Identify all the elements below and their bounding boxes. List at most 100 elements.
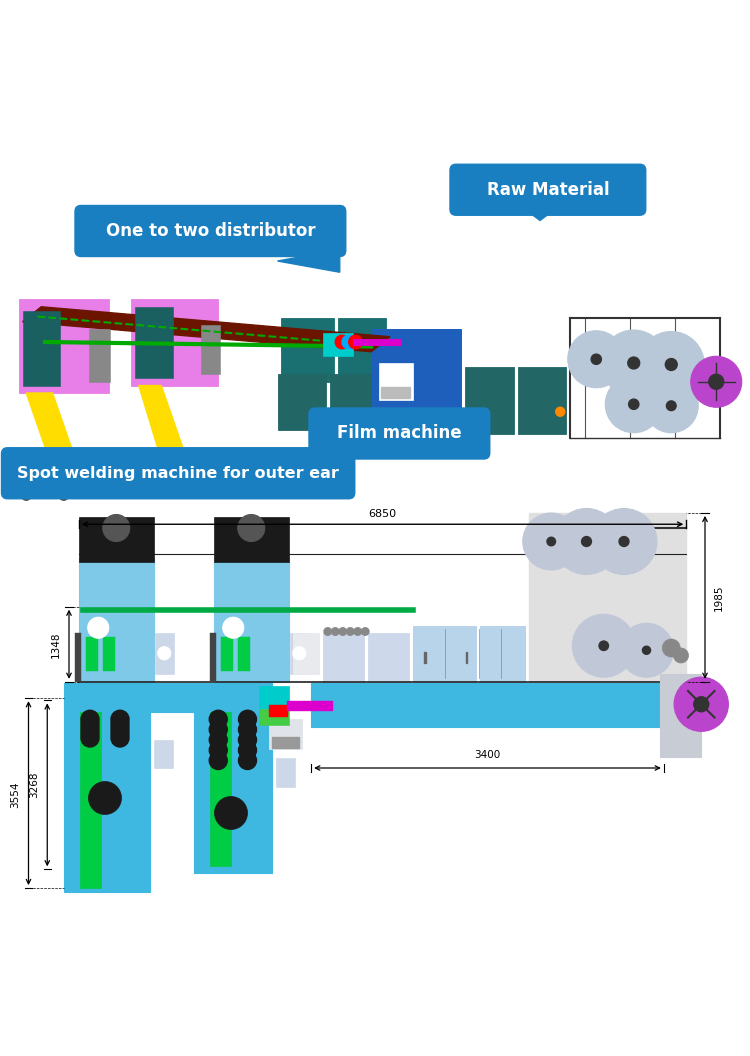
FancyBboxPatch shape [2,448,355,498]
Circle shape [238,741,256,759]
Circle shape [292,646,306,660]
Circle shape [691,356,742,408]
Bar [103,637,115,671]
Circle shape [144,484,153,493]
Bar [286,701,332,711]
Circle shape [81,719,99,738]
Bar [368,633,409,682]
Circle shape [643,646,650,655]
Circle shape [581,536,592,546]
Circle shape [81,715,99,733]
Polygon shape [525,209,555,221]
Text: 3268: 3268 [29,772,40,798]
Circle shape [324,627,332,636]
Circle shape [214,796,248,830]
Circle shape [619,536,629,546]
Polygon shape [22,306,390,352]
Bar [131,299,218,385]
Bar [214,516,289,562]
Text: 1348: 1348 [50,631,61,658]
Circle shape [238,720,256,738]
Polygon shape [278,250,340,272]
Bar [278,374,326,431]
Text: 1985: 1985 [713,584,724,610]
Polygon shape [26,393,82,479]
Text: 3400: 3400 [474,751,500,760]
Circle shape [88,781,122,814]
Circle shape [339,627,346,636]
Circle shape [238,514,265,542]
Circle shape [335,335,349,348]
Circle shape [103,514,130,542]
Circle shape [556,408,565,416]
Circle shape [694,697,709,712]
Bar [21,490,72,495]
Circle shape [665,359,677,371]
Circle shape [81,724,99,742]
Bar [413,625,476,682]
Circle shape [667,401,676,411]
Circle shape [209,752,227,770]
Circle shape [158,646,171,660]
Bar [155,633,174,674]
Bar [214,558,289,682]
Circle shape [174,484,183,493]
Bar [338,318,386,382]
Bar [75,633,81,682]
Bar [259,709,289,725]
Circle shape [601,329,667,396]
Circle shape [599,641,608,650]
Circle shape [349,335,362,348]
Bar [290,633,309,674]
Circle shape [332,627,339,636]
Bar [465,366,514,434]
Circle shape [111,729,129,747]
Bar [281,318,334,382]
Circle shape [568,331,625,388]
FancyBboxPatch shape [75,206,346,257]
Bar [292,633,319,674]
Bar [371,329,461,408]
Circle shape [111,719,129,738]
Circle shape [209,731,227,749]
Circle shape [346,627,354,636]
FancyBboxPatch shape [309,408,490,459]
Circle shape [662,639,680,657]
Bar [86,637,98,671]
Circle shape [591,509,657,574]
Circle shape [523,513,580,570]
Circle shape [209,741,227,759]
Bar [80,712,101,888]
Circle shape [591,354,602,364]
Circle shape [644,379,698,433]
Text: Spot welding machine for outer ear: Spot welding machine for outer ear [17,466,339,480]
Text: One to two distributor: One to two distributor [106,222,315,240]
Text: 6850: 6850 [368,509,397,518]
Circle shape [88,618,109,638]
Bar [518,366,566,434]
Bar [311,683,664,727]
Bar [529,513,686,682]
Circle shape [81,711,99,729]
Bar [322,633,364,682]
FancyBboxPatch shape [450,165,646,215]
Circle shape [709,374,724,390]
Circle shape [111,711,129,729]
Bar [660,674,701,757]
Bar [268,719,302,750]
Bar [154,739,173,768]
Bar [194,698,272,873]
Bar [201,325,220,374]
Bar [19,299,109,393]
Circle shape [238,731,256,749]
Bar [322,333,352,356]
Circle shape [238,711,256,729]
Text: Raw Material: Raw Material [487,181,609,199]
Circle shape [111,724,129,742]
Bar [79,558,154,682]
Bar [268,705,287,711]
Circle shape [638,332,704,397]
Circle shape [354,627,362,636]
Circle shape [59,491,68,501]
Bar [221,637,233,671]
